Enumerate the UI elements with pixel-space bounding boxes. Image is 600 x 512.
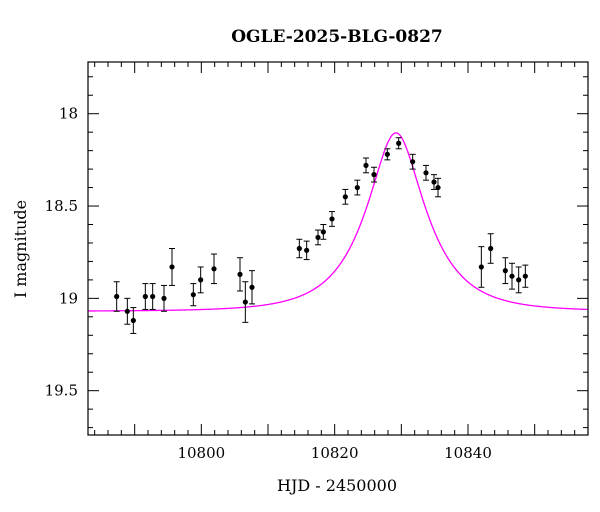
data-point (423, 170, 429, 176)
data-point (431, 179, 437, 185)
y-tick-labels: 18 18.5 19 19.5 (45, 105, 78, 400)
axis-ticks (88, 62, 589, 435)
data-point (320, 229, 326, 235)
chart-title: OGLE-2025-BLG-0827 (231, 27, 443, 47)
data-point (150, 293, 156, 300)
data-point (384, 151, 390, 157)
data-point (130, 317, 136, 324)
x-tick-label: 10800 (177, 444, 225, 462)
data-point (249, 284, 255, 290)
data-point (124, 308, 130, 314)
data-point (509, 273, 515, 279)
data-point (410, 159, 416, 165)
data-point (190, 292, 196, 298)
x-tick-labels: 10800 10820 10840 (177, 444, 491, 462)
data-point (342, 194, 348, 200)
x-axis-label: HJD - 2450000 (277, 476, 397, 495)
data-point (363, 162, 369, 169)
data-point (242, 299, 248, 305)
y-tick-label: 19.5 (45, 382, 78, 400)
data-point (354, 184, 360, 191)
data-point (502, 268, 508, 274)
data-point (296, 245, 302, 252)
error-bars (113, 137, 529, 334)
data-point (142, 293, 148, 300)
x-tick-label: 10820 (311, 444, 359, 462)
data-point (478, 264, 484, 270)
y-tick-label: 18.5 (45, 197, 78, 215)
data-point (198, 277, 204, 283)
data-points (114, 140, 528, 324)
model-curve (88, 132, 588, 312)
data-point (488, 245, 494, 252)
data-point (371, 172, 377, 178)
data-point (329, 216, 335, 222)
plot-frame (87, 61, 589, 436)
y-axis-label: I magnitude (11, 200, 30, 298)
y-tick-label: 18 (59, 105, 78, 123)
data-point (522, 273, 528, 279)
data-point (237, 271, 243, 277)
data-point (516, 277, 522, 283)
data-point (114, 293, 120, 300)
data-point (304, 247, 310, 253)
data-point (396, 140, 402, 146)
data-point (315, 234, 321, 241)
data-point (211, 266, 217, 272)
x-tick-label: 10840 (444, 444, 492, 462)
data-point (169, 264, 175, 270)
y-tick-label: 19 (59, 289, 78, 307)
data-point (435, 184, 441, 191)
data-point (161, 295, 167, 301)
